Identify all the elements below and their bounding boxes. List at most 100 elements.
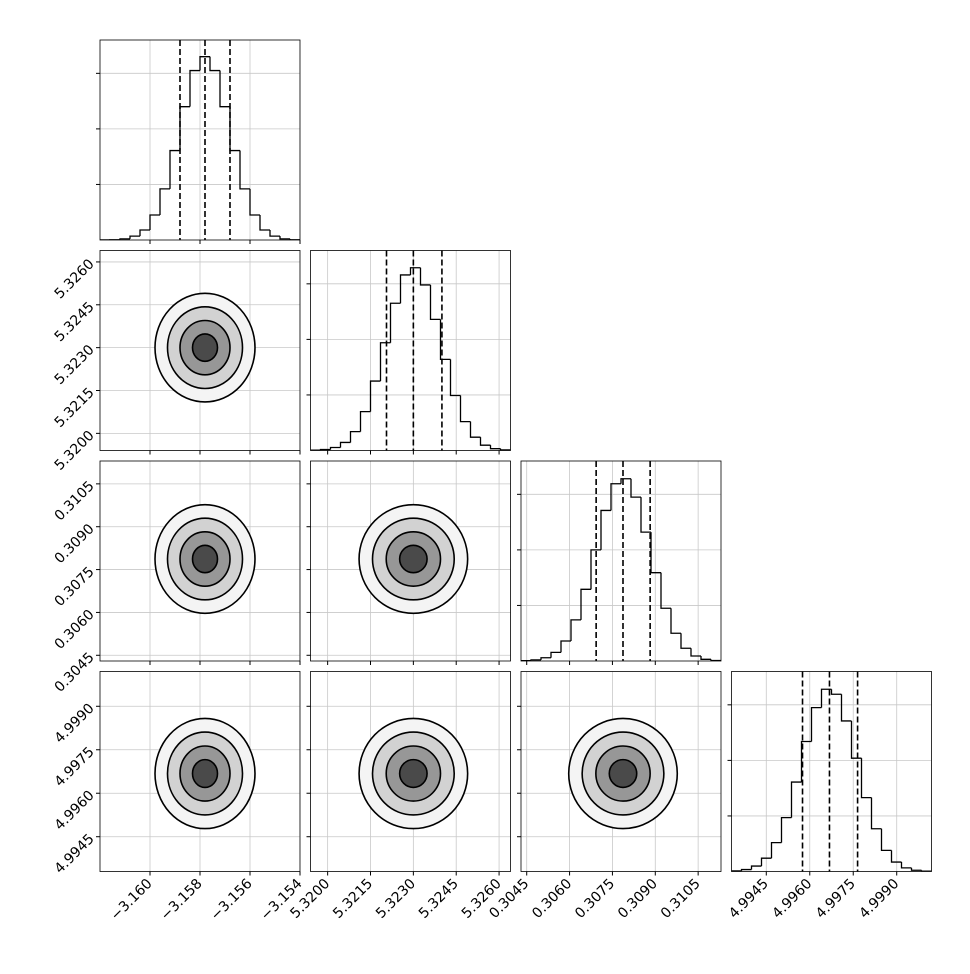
panel: −3.160−3.158−3.156−3.1544.99454.99604.99… (52, 672, 306, 924)
histogram-step (220, 71, 230, 107)
x-tick-label: −3.160 (108, 876, 156, 924)
histogram-step (681, 633, 691, 648)
x-tick-label: 0.3090 (615, 876, 661, 922)
histogram-step (351, 432, 361, 443)
panel (517, 461, 721, 665)
histogram-step (210, 57, 220, 71)
histogram-step (150, 215, 160, 230)
panel-body (521, 461, 721, 661)
x-tick-label: 4.9975 (813, 876, 859, 922)
contour (400, 545, 427, 572)
contour (609, 760, 636, 788)
histogram-step (371, 381, 381, 412)
histogram-step (862, 758, 872, 797)
histogram-step (471, 422, 481, 438)
panel-frame (521, 461, 721, 661)
x-tick-label: 4.9945 (726, 876, 772, 922)
histogram-step (912, 868, 922, 870)
histogram-step (240, 151, 250, 189)
x-tick-label: 5.3215 (330, 876, 376, 922)
histogram-step (601, 510, 611, 549)
y-tick-label: 5.3215 (52, 385, 98, 431)
histogram-step (160, 189, 170, 215)
y-tick-label: 5.3260 (52, 256, 98, 302)
y-tick-label: 4.9945 (52, 831, 98, 877)
histogram-step (671, 608, 681, 633)
histogram-step (571, 620, 581, 641)
histogram-step (742, 870, 752, 871)
histogram-step (882, 829, 892, 851)
panel-body (100, 461, 300, 661)
x-tick-label: 0.3105 (658, 876, 704, 922)
histogram-step (651, 532, 661, 573)
contour (193, 334, 218, 361)
histogram-step (451, 359, 461, 395)
x-tick-label: 4.9960 (769, 876, 815, 922)
histogram-step (691, 648, 701, 656)
y-tick-label: 0.3105 (52, 478, 98, 524)
histogram-step (701, 656, 711, 659)
histogram-step (902, 862, 912, 868)
x-tick-label: −3.156 (208, 876, 256, 924)
histogram-step (812, 708, 822, 742)
contour (400, 760, 427, 788)
x-tick-label: 4.9990 (856, 876, 902, 922)
histogram-step (551, 652, 561, 657)
histogram-step (752, 866, 762, 870)
panel-frame (311, 251, 511, 451)
histogram-step (772, 843, 782, 859)
histogram-step (481, 437, 491, 445)
histogram-step (782, 818, 792, 843)
y-tick-label: 5.3245 (52, 299, 98, 345)
histogram-step (190, 71, 200, 107)
histogram-step (792, 782, 802, 818)
contour (193, 760, 218, 788)
y-tick-label: 0.3045 (52, 650, 98, 696)
histogram-step (581, 589, 591, 620)
panel-body (311, 461, 511, 661)
histogram-step (250, 189, 260, 215)
histogram-step (280, 236, 290, 239)
x-tick-label: 0.3075 (572, 876, 618, 922)
histogram-step (140, 230, 150, 236)
histogram-step (421, 268, 431, 285)
histogram-step (531, 660, 541, 661)
y-tick-label: 5.3230 (52, 342, 98, 388)
y-tick-label: 0.3060 (52, 607, 98, 653)
y-tick-label: 4.9975 (52, 744, 98, 790)
histogram-step (341, 442, 351, 447)
histogram-step (361, 412, 371, 432)
contour (193, 545, 218, 572)
histogram-step (872, 798, 882, 829)
histogram-step (431, 285, 441, 319)
panel (307, 251, 511, 455)
panel-body (100, 251, 300, 451)
panel-body (311, 672, 511, 872)
histogram-step (130, 236, 140, 239)
histogram-step (661, 573, 671, 609)
histogram-step (401, 275, 411, 303)
y-tick-label: 0.3075 (52, 564, 98, 610)
panel-body (521, 672, 721, 872)
panel-frame (732, 672, 932, 872)
y-tick-label: 4.9960 (52, 788, 98, 834)
x-tick-label: 5.3230 (373, 876, 419, 922)
histogram-step (411, 268, 421, 275)
histogram-step (391, 303, 401, 342)
x-tick-label: −3.158 (158, 876, 206, 924)
histogram-step (120, 239, 130, 240)
histogram-step (321, 450, 331, 451)
panel-body (100, 40, 300, 240)
histogram-step (842, 694, 852, 721)
x-tick-label: 0.3060 (529, 876, 575, 922)
histogram-step (381, 343, 391, 381)
y-tick-label: 0.3090 (52, 521, 98, 567)
y-tick-label: 5.3200 (52, 428, 98, 474)
x-tick-label: 5.3245 (416, 876, 462, 922)
